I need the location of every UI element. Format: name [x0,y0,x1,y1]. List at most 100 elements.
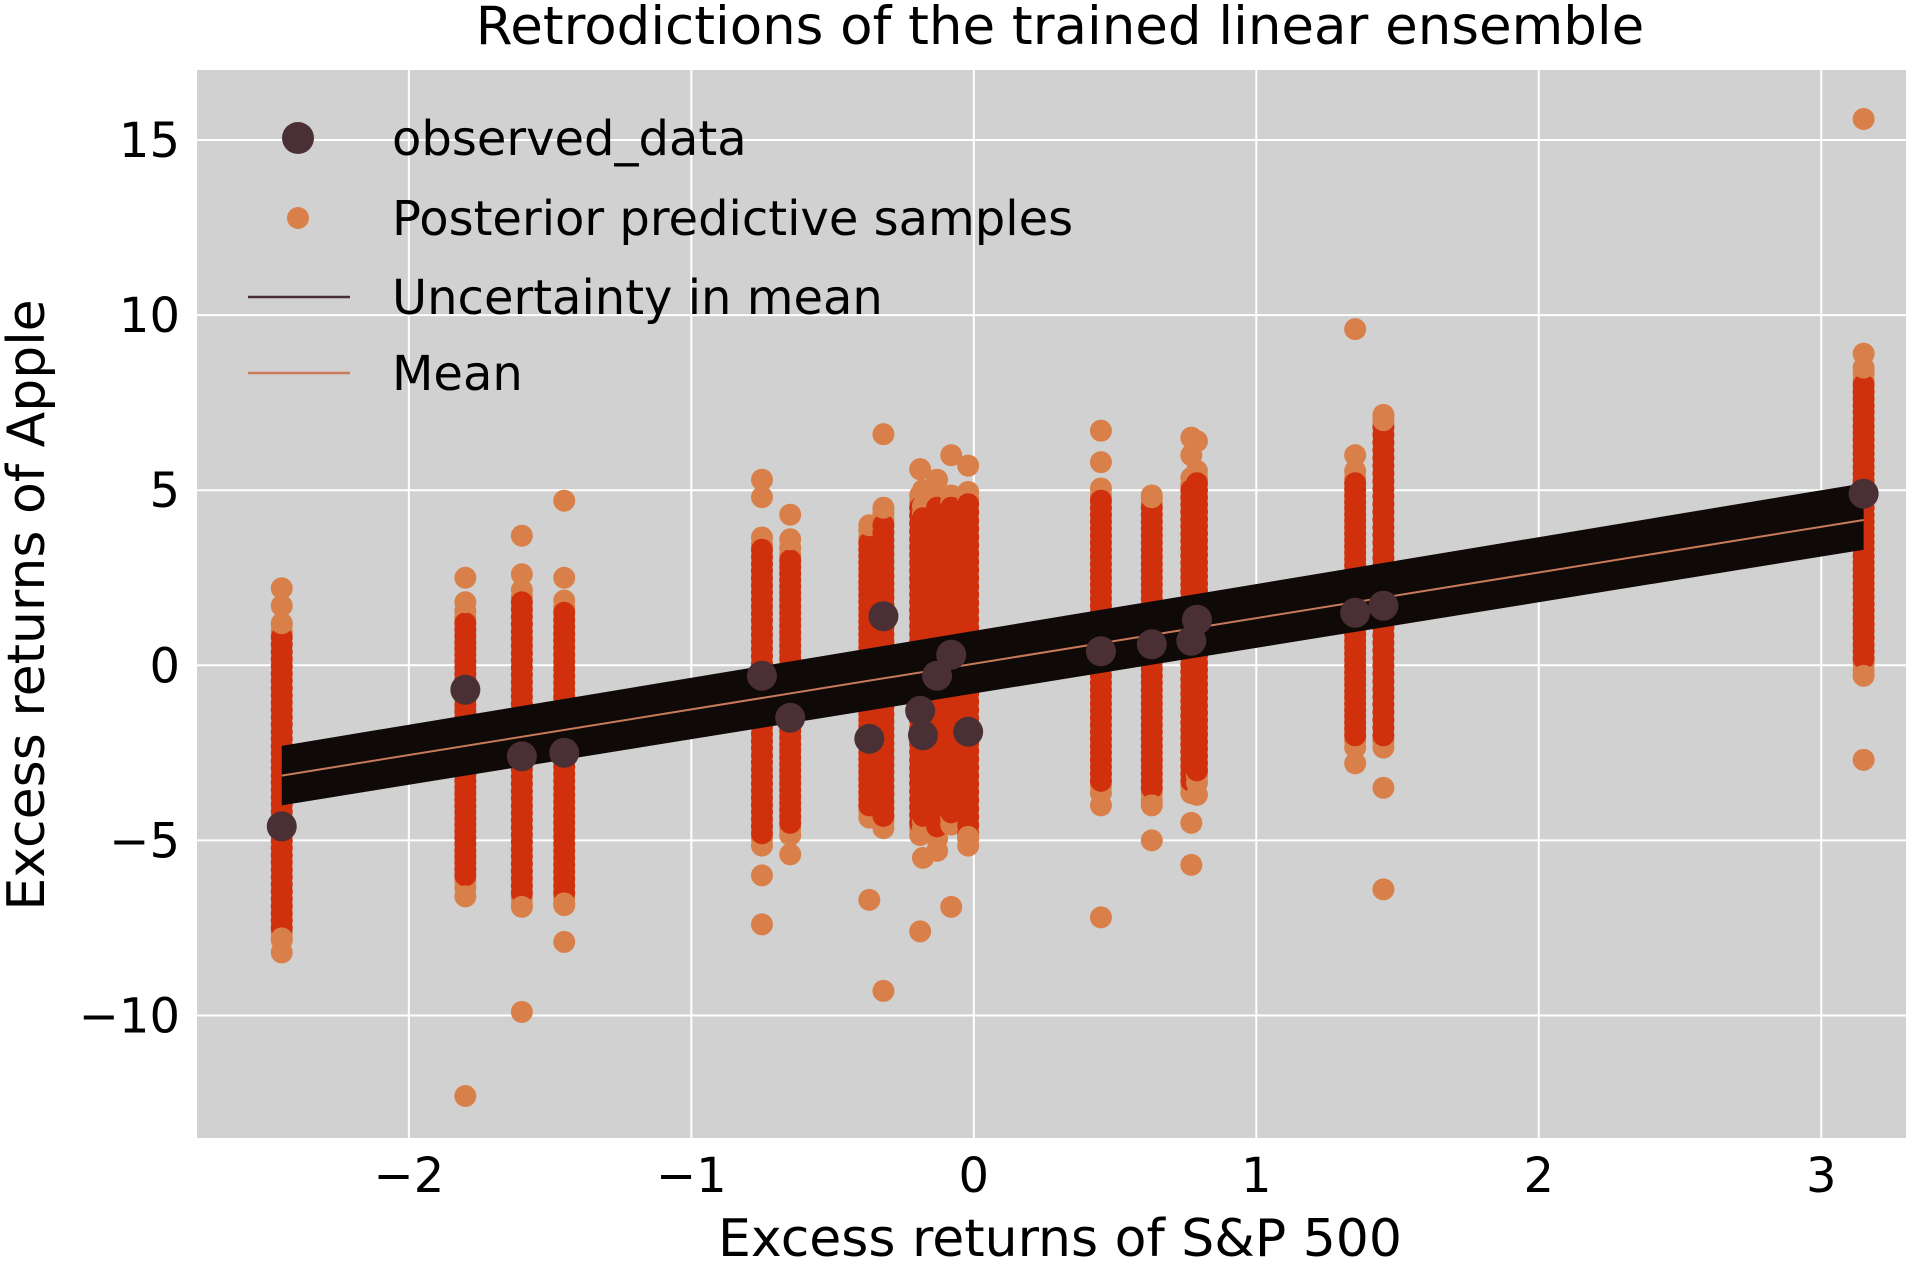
y-tick-label: 15 [119,113,180,169]
posterior-sample-outlier [1089,451,1112,474]
posterior-sample-outlier [1140,829,1163,852]
posterior-sample-outlier [1372,776,1395,799]
x-tick-label: 1 [1241,1148,1272,1204]
observed-data-point [775,702,806,733]
posterior-sample-outlier [553,892,576,915]
observed-data-point [266,811,297,842]
y-tick-label: 10 [119,288,180,344]
posterior-sample-outlier [779,528,802,551]
mean-line-group [281,518,1864,777]
posterior-sample-point [510,591,533,614]
posterior-sample-outlier [1089,794,1112,817]
posterior-sample-outlier [1140,794,1163,817]
posterior-sample-outlier [270,941,293,964]
posterior-sample-outlier [1089,419,1112,442]
posterior-sample-outlier [926,839,949,862]
posterior-sample-point [553,601,576,624]
observed-data-point [1848,478,1879,509]
legend-label: Posterior predictive samples [392,191,1073,247]
y-tick-label: −5 [109,813,180,869]
observed-data-point [854,723,885,754]
posterior-sample-outlier [553,566,576,589]
posterior-sample-point [872,514,895,537]
observed-data-point [746,660,777,691]
posterior-sample-outlier [1185,430,1208,453]
observed-data-points [266,478,1879,842]
posterior-sample-outlier [1852,748,1875,771]
posterior-sample-point [940,496,963,519]
observed-data-point [907,720,938,751]
uncertainty-band [281,483,1864,806]
posterior-sample-outlier [940,444,963,467]
posterior-sample-outlier [872,496,895,519]
posterior-sample-outlier [1180,853,1203,876]
observed-data-point [1085,636,1116,667]
posterior-sample-outlier [1140,486,1163,509]
legend-marker-observed [282,122,314,154]
y-tick-label: −10 [79,988,180,1044]
y-tick-label: 5 [149,463,180,519]
posterior-sample-outlier [454,591,477,614]
posterior-sample-outlier [957,825,980,848]
observed-data-point [1181,604,1212,635]
posterior-sample-outlier [779,843,802,866]
posterior-sample-outlier [270,594,293,617]
posterior-sample-point [1185,472,1208,495]
observed-data-point [506,741,537,772]
x-tick-label: 0 [959,1148,990,1204]
posterior-sample-outlier [454,1084,477,1107]
legend: observed_data Posterior predictive sample… [248,111,1073,402]
posterior-sample-outlier [779,503,802,526]
posterior-sample-point [1344,472,1367,495]
posterior-sample-outlier [270,577,293,600]
posterior-sample-outlier [872,979,895,1002]
y-tick-label: 0 [149,638,180,694]
posterior-sample-point [1089,489,1112,512]
x-tick-label: 3 [1806,1148,1837,1204]
posterior-sample-point [454,612,477,635]
posterior-sample-outlier [1089,906,1112,929]
plot-area [197,70,1906,1138]
observed-data-point [922,660,953,691]
observed-data-point [450,674,481,705]
posterior-sample-outlier [940,895,963,918]
posterior-sample-outlier [510,1000,533,1023]
posterior-sample-outlier [1852,108,1875,131]
legend-label: observed_data [392,111,747,167]
posterior-sample-outlier [750,468,773,491]
posterior-sample-outlier [1852,356,1875,379]
posterior-sample-outlier [454,566,477,589]
posterior-sample-point [750,538,773,561]
chart-title: Retrodictions of the trained linear ense… [476,0,1644,57]
posterior-sample-outlier [553,489,576,512]
observed-data-point [868,601,899,632]
observed-data-point [1340,597,1371,628]
observed-data-point [1368,590,1399,621]
y-axis-label: Excess returns of Apple [0,299,57,910]
uncertainty-band-fill [281,483,1864,806]
legend-label: Mean [392,346,523,402]
posterior-sample-point [779,549,802,572]
posterior-sample-outlier [270,612,293,635]
legend-marker-samples [287,207,309,229]
observed-data-point [936,639,967,670]
x-tick-label: 2 [1524,1148,1555,1204]
posterior-sample-outlier [510,563,533,586]
posterior-sample-outlier [750,486,773,509]
posterior-sample-outlier [553,930,576,953]
mean-line [281,518,1864,777]
posterior-sample-outlier [909,458,932,481]
posterior-sample-outlier [1185,783,1208,806]
posterior-sample-point [957,493,980,516]
posterior-sample-outlier [510,895,533,918]
posterior-sample-outlier [750,913,773,936]
posterior-sample-outlier [1852,664,1875,687]
x-tick-label: −2 [373,1148,444,1204]
posterior-sample-outlier [858,888,881,911]
posterior-sample-outlier [750,864,773,887]
x-tick-label: −1 [656,1148,727,1204]
posterior-sample-outlier [454,885,477,908]
posterior-sample-outlier [1344,444,1367,467]
posterior-sample-outlier [909,920,932,943]
